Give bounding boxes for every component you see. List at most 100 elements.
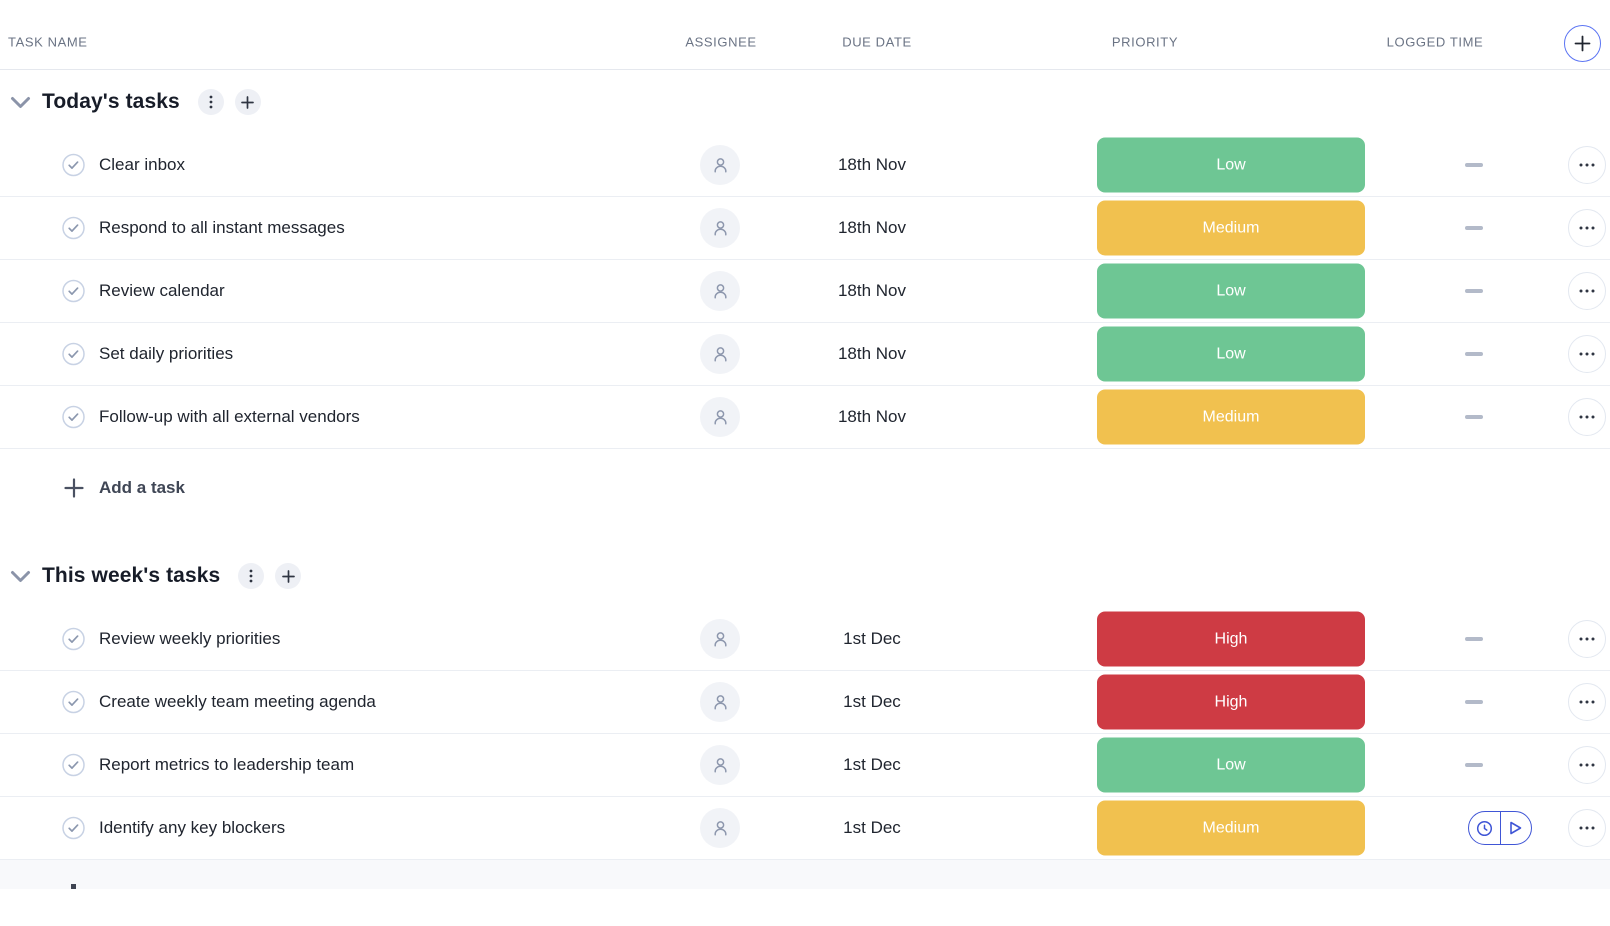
row-more-button[interactable] — [1568, 746, 1606, 784]
chevron-down-icon[interactable] — [10, 96, 32, 109]
due-date[interactable]: 18th Nov — [837, 344, 907, 363]
due-date[interactable]: 1st Dec — [843, 692, 901, 711]
log-time-button[interactable] — [1469, 812, 1501, 844]
priority-badge[interactable]: High — [1097, 674, 1365, 730]
assignee-button[interactable] — [700, 682, 740, 722]
table-row: Review weekly priorities 1st Dec High — [0, 608, 1610, 671]
assignee-button[interactable] — [700, 745, 740, 785]
task-name[interactable]: Review weekly priorities — [99, 629, 281, 648]
column-header-assignee: ASSIGNEE — [685, 34, 757, 50]
column-header-priority: PRIORITY — [1111, 34, 1179, 50]
due-date[interactable]: 1st Dec — [843, 629, 901, 648]
add-task-label: Add a task — [99, 478, 185, 497]
table-row: Review calendar 18th Nov Low — [0, 260, 1610, 323]
due-date[interactable]: 18th Nov — [837, 155, 907, 174]
task-complete-checkbox[interactable] — [62, 753, 85, 777]
start-timer-button[interactable] — [1501, 812, 1532, 844]
section-title: This week's tasks — [42, 564, 221, 587]
priority-badge[interactable]: Medium — [1097, 800, 1365, 856]
due-date[interactable]: 18th Nov — [837, 218, 907, 237]
task-complete-checkbox[interactable] — [62, 216, 85, 240]
due-date[interactable]: 1st Dec — [843, 755, 901, 774]
section-header: Today's tasks — [0, 85, 1610, 119]
due-date[interactable]: 18th Nov — [837, 281, 907, 300]
assignee-button[interactable] — [700, 619, 740, 659]
no-logged-time-dash — [1465, 289, 1483, 293]
play-icon — [1508, 820, 1523, 836]
assignee-button[interactable] — [700, 334, 740, 374]
task-name[interactable]: Report metrics to leadership team — [99, 755, 355, 774]
section-menu-button[interactable] — [197, 89, 224, 115]
person-icon — [710, 755, 731, 776]
ellipsis-icon — [1579, 226, 1595, 230]
no-logged-time-dash — [1465, 700, 1483, 704]
priority-badge[interactable]: Low — [1097, 137, 1365, 193]
plus-icon — [64, 478, 84, 498]
ellipsis-icon — [1579, 163, 1595, 167]
due-date[interactable]: 1st Dec — [843, 818, 901, 837]
ellipsis-icon — [1579, 700, 1595, 704]
row-more-button[interactable] — [1568, 209, 1606, 247]
task-name[interactable]: Review calendar — [99, 281, 225, 300]
plus-icon — [1574, 35, 1591, 52]
row-more-button[interactable] — [1568, 398, 1606, 436]
task-complete-checkbox[interactable] — [62, 816, 85, 840]
priority-badge[interactable]: Medium — [1097, 389, 1365, 445]
task-name[interactable]: Identify any key blockers — [99, 818, 286, 837]
assignee-button[interactable] — [700, 808, 740, 848]
task-name[interactable]: Clear inbox — [99, 155, 185, 174]
table-row: Create weekly team meeting agenda 1st De… — [0, 671, 1610, 734]
row-more-button[interactable] — [1568, 146, 1606, 184]
priority-badge[interactable]: Low — [1097, 263, 1365, 319]
person-icon — [710, 407, 731, 428]
no-logged-time-dash — [1465, 163, 1483, 167]
ellipsis-icon — [1579, 415, 1595, 419]
no-logged-time-dash — [1465, 763, 1483, 767]
task-complete-checkbox[interactable] — [62, 279, 85, 303]
row-more-button[interactable] — [1568, 335, 1606, 373]
priority-badge[interactable]: Medium — [1097, 200, 1365, 256]
table-row: Clear inbox 18th Nov Low — [0, 134, 1610, 197]
task-name[interactable]: Set daily priorities — [99, 344, 234, 363]
chevron-down-icon[interactable] — [10, 570, 32, 583]
section-title: Today's tasks — [42, 90, 180, 113]
section-add-button[interactable] — [234, 89, 261, 115]
ellipsis-icon — [1579, 826, 1595, 830]
section-rows: Clear inbox 18th Nov Low — [0, 134, 1610, 449]
assignee-button[interactable] — [700, 271, 740, 311]
priority-badge[interactable]: Low — [1097, 737, 1365, 793]
due-date[interactable]: 18th Nov — [837, 407, 907, 426]
row-more-button[interactable] — [1568, 683, 1606, 721]
priority-badge[interactable]: Low — [1097, 326, 1365, 382]
kebab-icon — [209, 95, 213, 109]
task-complete-checkbox[interactable] — [62, 690, 85, 714]
add-column-button[interactable] — [1564, 25, 1601, 62]
task-complete-checkbox[interactable] — [62, 405, 85, 429]
assignee-button[interactable] — [700, 397, 740, 437]
assignee-button[interactable] — [700, 145, 740, 185]
table-row: Identify any key blockers 1st Dec Medium — [0, 797, 1610, 860]
person-icon — [710, 692, 731, 713]
priority-badge[interactable]: High — [1097, 611, 1365, 667]
row-more-button[interactable] — [1568, 809, 1606, 847]
person-icon — [710, 629, 731, 650]
person-icon — [710, 818, 731, 839]
section-menu-button[interactable] — [238, 563, 265, 589]
column-header-task-name: TASK NAME — [8, 34, 88, 50]
task-name[interactable]: Follow-up with all external vendors — [99, 407, 360, 426]
task-name[interactable]: Respond to all instant messages — [99, 218, 345, 237]
task-complete-checkbox[interactable] — [62, 153, 85, 177]
task-complete-checkbox[interactable] — [62, 627, 85, 651]
row-more-button[interactable] — [1568, 620, 1606, 658]
partial-next-row — [0, 860, 1610, 889]
column-header-row: TASK NAME ASSIGNEE DUE DATE PRIORITY LOG… — [0, 0, 1610, 70]
add-task-button[interactable]: Add a task — [0, 457, 1610, 519]
task-section-2: This week's tasks — [0, 559, 1610, 860]
task-complete-checkbox[interactable] — [62, 342, 85, 366]
assignee-button[interactable] — [700, 208, 740, 248]
section-add-button[interactable] — [275, 563, 302, 589]
row-more-button[interactable] — [1568, 272, 1606, 310]
task-name[interactable]: Create weekly team meeting agenda — [99, 692, 376, 711]
clock-icon — [1476, 820, 1493, 837]
task-section-1: Today's tasks C — [0, 85, 1610, 519]
